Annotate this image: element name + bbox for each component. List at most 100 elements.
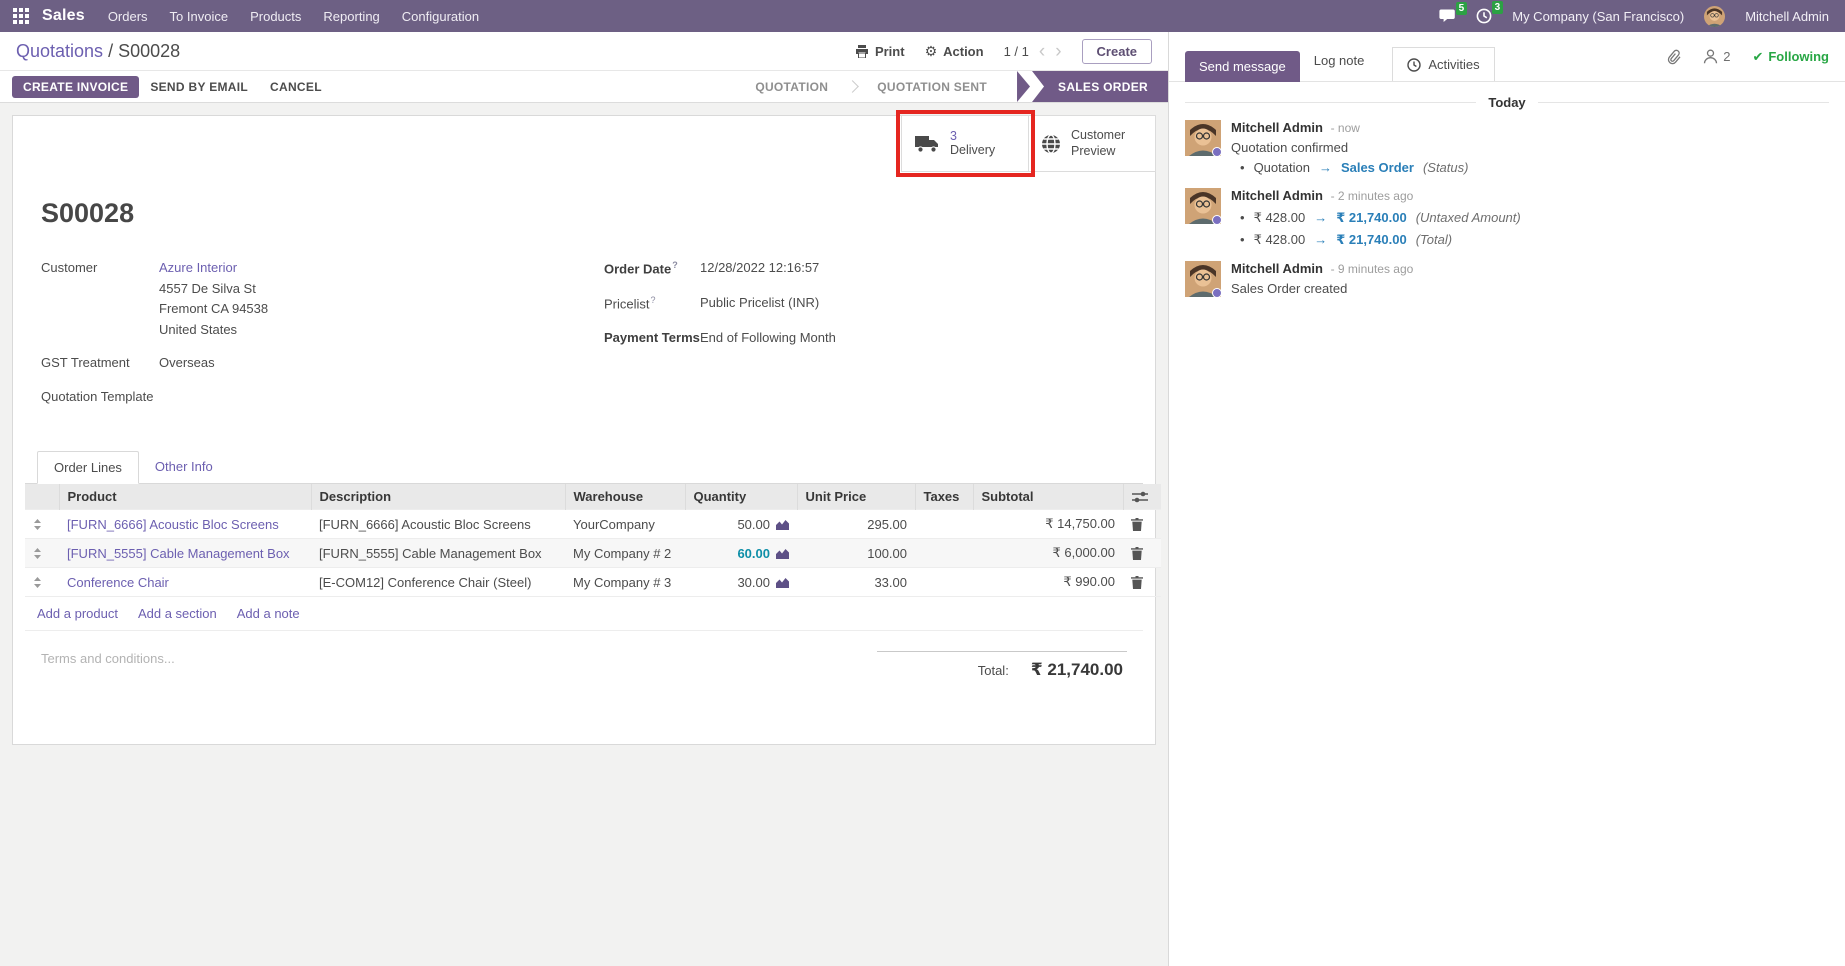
menu-products[interactable]: Products xyxy=(250,8,302,24)
stage-sales-order[interactable]: SALES ORDER xyxy=(1032,71,1168,102)
check-icon: ✔ xyxy=(1752,48,1764,64)
app-name[interactable]: Sales xyxy=(42,7,85,24)
description-column-header[interactable]: Description xyxy=(310,484,565,510)
pricelist-value[interactable]: Public Pricelist (INR) xyxy=(700,294,820,310)
forecast-chart-icon[interactable] xyxy=(776,548,789,559)
tracking-old-value: Quotation xyxy=(1253,159,1310,175)
paperclip-icon xyxy=(1664,46,1685,67)
followers-count: 2 xyxy=(1723,49,1731,64)
unit-price-cell[interactable]: 295.00 xyxy=(797,509,915,539)
attach-files-button[interactable] xyxy=(1667,49,1681,65)
quantity-column-header[interactable]: Quantity xyxy=(684,484,797,510)
action-button[interactable]: ⚙ Action xyxy=(925,43,984,60)
warehouse-cell[interactable]: My Company # 2 xyxy=(565,538,685,568)
pager-previous-icon[interactable]: ‹ xyxy=(1038,40,1046,62)
order-line-row[interactable]: [FURN_5555] Cable Management Box [FURN_5… xyxy=(25,538,1161,568)
add-section-link[interactable]: Add a section xyxy=(137,606,217,622)
message-avatar[interactable] xyxy=(1185,120,1221,156)
tab-other-info[interactable]: Other Info xyxy=(154,459,213,475)
quantity-cell[interactable]: 30.00 xyxy=(737,574,770,590)
optional-columns-header[interactable] xyxy=(1122,484,1161,510)
warehouse-cell[interactable]: My Company # 3 xyxy=(565,567,685,597)
subtotal-column-header[interactable]: Subtotal xyxy=(972,484,1123,510)
customer-preview-smart-button[interactable]: Customer Preview xyxy=(1028,115,1156,172)
drag-handle-icon[interactable] xyxy=(25,509,59,539)
user-menu[interactable]: Mitchell Admin xyxy=(1745,8,1829,24)
address-line-1: 4557 De Silva St xyxy=(159,280,256,296)
activities-menu-button[interactable]: 3 xyxy=(1476,1,1504,24)
menu-to-invoice[interactable]: To Invoice xyxy=(169,8,229,24)
add-note-link[interactable]: Add a note xyxy=(236,606,300,622)
create-button[interactable]: Create xyxy=(1081,38,1152,64)
cancel-button[interactable]: CANCEL xyxy=(259,76,333,98)
delete-row-icon[interactable] xyxy=(1123,538,1161,568)
order-line-row[interactable]: [FURN_6666] Acoustic Bloc Screens [FURN_… xyxy=(25,509,1161,539)
delete-row-icon[interactable] xyxy=(1123,509,1161,539)
taxes-cell[interactable] xyxy=(915,538,973,568)
description-cell[interactable]: [FURN_5555] Cable Management Box xyxy=(311,538,565,568)
address-line-3: United States xyxy=(159,321,238,337)
drag-handle-icon[interactable] xyxy=(25,538,59,568)
description-cell[interactable]: [FURN_6666] Acoustic Bloc Screens xyxy=(311,509,565,539)
send-by-email-button[interactable]: SEND BY EMAIL xyxy=(139,76,259,98)
product-cell[interactable]: [FURN_6666] Acoustic Bloc Screens xyxy=(67,516,279,532)
send-message-button[interactable]: Send message xyxy=(1185,51,1300,82)
delivery-smart-button[interactable]: 3 Delivery xyxy=(901,115,1029,172)
print-button[interactable]: Print xyxy=(855,44,905,59)
message-author[interactable]: Mitchell Admin xyxy=(1231,120,1323,135)
forecast-chart-icon[interactable] xyxy=(776,577,789,588)
menu-orders[interactable]: Orders xyxy=(107,8,148,24)
product-cell[interactable]: Conference Chair xyxy=(67,574,169,590)
terms-and-conditions-placeholder[interactable]: Terms and conditions... xyxy=(41,651,175,667)
taxes-column-header[interactable]: Taxes xyxy=(914,484,973,510)
pager-value: 1 / 1 xyxy=(1003,43,1029,59)
stage-quotation-sent[interactable]: QUOTATION SENT xyxy=(877,79,988,94)
gear-icon: ⚙ xyxy=(924,42,938,59)
gst-treatment-value[interactable]: Overseas xyxy=(159,355,215,371)
unit-price-cell[interactable]: 100.00 xyxy=(797,538,915,568)
stage-quotation[interactable]: QUOTATION xyxy=(755,79,829,94)
order-date-value[interactable]: 12/28/2022 12:16:57 xyxy=(700,260,820,275)
quantity-cell[interactable]: 50.00 xyxy=(737,516,770,532)
taxes-cell[interactable] xyxy=(915,567,973,597)
warehouse-column-header[interactable]: Warehouse xyxy=(564,484,685,510)
create-invoice-button[interactable]: CREATE INVOICE xyxy=(12,75,140,98)
unit-price-cell[interactable]: 33.00 xyxy=(797,567,915,597)
control-panel: Quotations / S00028 Print ⚙ Action xyxy=(0,32,1168,70)
forecast-chart-icon[interactable] xyxy=(776,519,789,530)
tab-order-lines[interactable]: Order Lines xyxy=(37,451,139,485)
user-avatar[interactable] xyxy=(1704,5,1726,27)
add-product-link[interactable]: Add a product xyxy=(37,606,118,622)
subtotal-cell: ₹ 14,750.00 xyxy=(973,509,1123,539)
followers-button[interactable]: 2 xyxy=(1703,49,1730,64)
quantity-cell-changed[interactable]: 60.00 xyxy=(737,545,770,561)
drag-handle-icon[interactable] xyxy=(25,567,59,597)
menu-reporting[interactable]: Reporting xyxy=(323,8,380,24)
product-cell[interactable]: [FURN_5555] Cable Management Box xyxy=(67,545,290,561)
payment-terms-value[interactable]: End of Following Month xyxy=(700,329,836,345)
printer-icon xyxy=(855,44,869,58)
tracking-field-name: (Untaxed Amount) xyxy=(1415,210,1521,226)
menu-configuration[interactable]: Configuration xyxy=(401,8,480,24)
delete-row-icon[interactable] xyxy=(1123,567,1161,597)
message-author[interactable]: Mitchell Admin xyxy=(1231,187,1323,203)
apps-menu-button[interactable] xyxy=(6,0,36,32)
message-author[interactable]: Mitchell Admin xyxy=(1231,260,1323,276)
unit-price-column-header[interactable]: Unit Price xyxy=(796,484,915,510)
company-switcher[interactable]: My Company (San Francisco) xyxy=(1512,8,1685,24)
taxes-cell[interactable] xyxy=(915,509,973,539)
message-avatar[interactable] xyxy=(1185,260,1221,297)
warehouse-cell[interactable]: YourCompany xyxy=(565,509,685,539)
log-note-button[interactable]: Log note xyxy=(1300,45,1379,76)
message: Mitchell Admin - 9 minutes ago Sales Ord… xyxy=(1185,260,1829,298)
breadcrumb-quotations-link[interactable]: Quotations xyxy=(16,40,104,61)
schedule-activity-button[interactable]: Activities xyxy=(1392,47,1495,81)
customer-value-link[interactable]: Azure Interior xyxy=(159,260,238,275)
order-line-row[interactable]: Conference Chair [E-COM12] Conference Ch… xyxy=(25,567,1161,597)
date-separator: Today xyxy=(1185,95,1830,110)
messages-menu-button[interactable]: 5 xyxy=(1439,1,1468,24)
following-toggle[interactable]: ✔ Following xyxy=(1752,49,1829,65)
pager-next-icon[interactable]: › xyxy=(1055,40,1062,62)
product-column-header[interactable]: Product xyxy=(58,484,311,510)
description-cell[interactable]: [E-COM12] Conference Chair (Steel) xyxy=(311,567,565,597)
